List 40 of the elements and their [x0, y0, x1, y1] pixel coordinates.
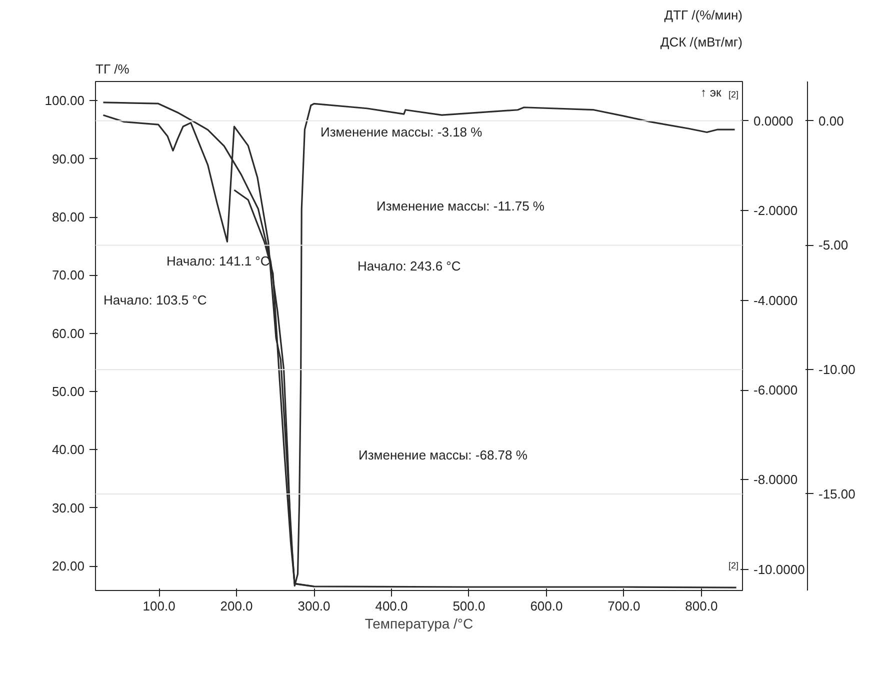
y2-tick-label: -8.0000 — [754, 472, 798, 488]
y-tick-label: 50.00 — [52, 384, 85, 400]
x-tick-label: 800.0 — [685, 598, 718, 614]
y3-axis-title: ДТГ /(%/мин) — [664, 8, 743, 22]
annotation: [2] — [728, 90, 739, 100]
annotation: ↑ эк — [700, 86, 722, 100]
x-tick-label: 400.0 — [375, 598, 408, 614]
y-tick-label: 100.00 — [44, 93, 85, 108]
annotation: Начало: 103.5 °C — [104, 292, 207, 308]
y-tick-label: 70.00 — [52, 268, 85, 283]
annotation: Изменение массы: -11.75 % — [376, 198, 545, 214]
y2-tick-label: -10.0000 — [754, 562, 805, 577]
annotation: Изменение массы: -68.78 % — [358, 448, 528, 462]
y-tick-label: 80.00 — [52, 210, 85, 225]
y-axis-title: ТГ /% — [96, 62, 130, 76]
y3-tick-label: 0.00 — [818, 113, 844, 128]
y2-tick-label: 0.0000 — [754, 113, 794, 128]
y3-tick-label: -15.00 — [818, 486, 856, 502]
y3-tick-label: -10.00 — [818, 362, 856, 378]
y-tick-label: 30.00 — [52, 500, 85, 516]
x-tick-label: 500.0 — [452, 598, 486, 614]
x-tick-label: 700.0 — [608, 598, 640, 614]
y-tick-label: 40.00 — [52, 442, 85, 458]
x-tick-label: 100.0 — [142, 598, 176, 614]
y2-axis-title: ДСК /(мВт/мг) — [660, 34, 743, 50]
x-axis-title: Температура /°C — [364, 616, 474, 632]
y2-tick-label: -2.0000 — [754, 203, 798, 218]
x-tick-label: 200.0 — [220, 598, 253, 614]
y-tick-label: 20.00 — [52, 558, 85, 574]
y2-tick-label: -4.0000 — [754, 292, 798, 308]
x-tick-label: 300.0 — [298, 598, 330, 614]
annotation: Начало: 243.6 °C — [358, 258, 461, 274]
y-tick-label: 60.00 — [52, 326, 85, 341]
annotation: [2] — [728, 560, 739, 570]
x-tick-label: 600.0 — [530, 598, 563, 614]
annotation: Изменение массы: -3.18 % — [320, 124, 483, 140]
y-tick-label: 90.00 — [52, 151, 85, 166]
annotation: Начало: 141.1 °C — [166, 254, 270, 268]
y3-tick-label: -5.00 — [818, 238, 848, 253]
y2-tick-label: -6.0000 — [754, 382, 798, 398]
